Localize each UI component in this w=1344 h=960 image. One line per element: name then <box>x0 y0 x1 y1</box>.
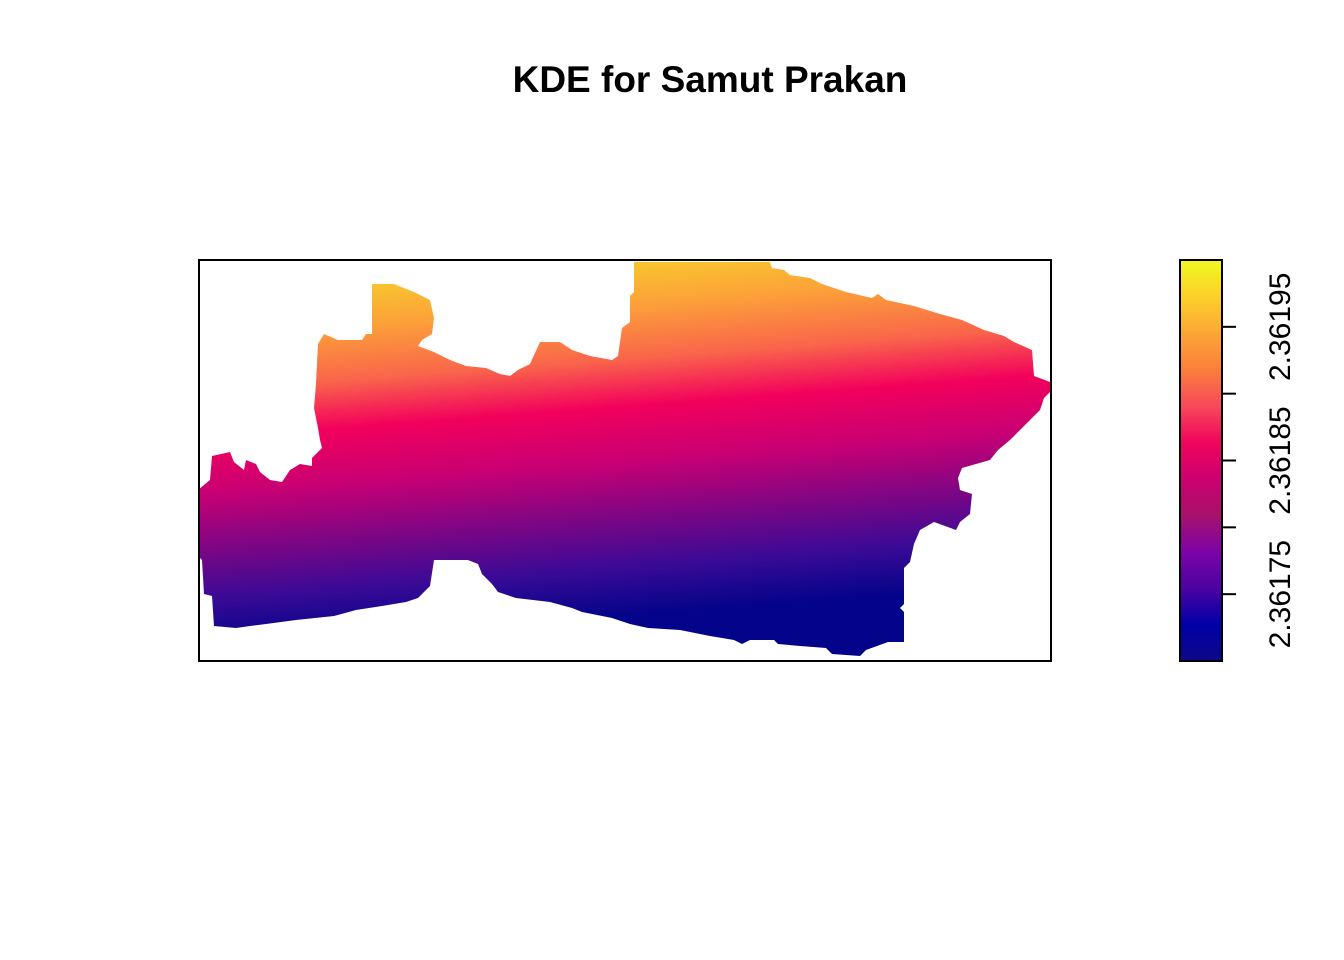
color-legend: 2.36175 2.36185 2.36195 <box>1179 259 1297 662</box>
legend-tick-label: 2.36195 <box>1264 273 1297 381</box>
legend-tick-label: 2.36185 <box>1264 406 1297 514</box>
legend-ticks: 2.36175 2.36185 2.36195 <box>1222 273 1297 648</box>
legend-tick-label: 2.36175 <box>1264 540 1297 648</box>
density-region <box>199 262 1050 656</box>
legend-colorbar <box>1179 259 1223 662</box>
plot-frame <box>198 259 1052 662</box>
plot-area <box>199 262 1050 656</box>
chart-title: KDE for Samut Prakan <box>513 59 908 100</box>
